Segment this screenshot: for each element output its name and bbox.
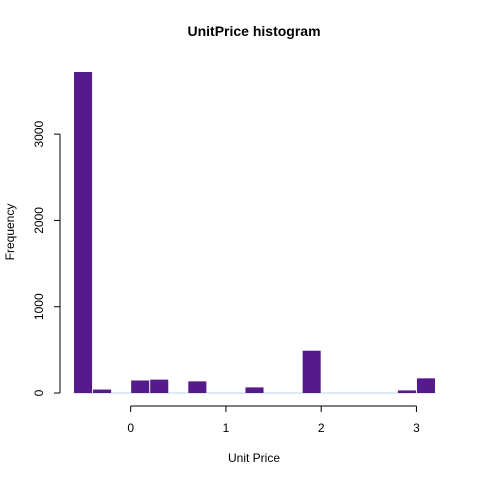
y-axis-label: Frequency xyxy=(3,204,17,261)
histogram-bar xyxy=(131,380,150,393)
histogram-bar xyxy=(397,390,416,393)
histogram-bar xyxy=(302,350,321,393)
y-tick-label: 0 xyxy=(32,389,46,396)
x-tick-label: 2 xyxy=(318,421,325,435)
x-axis-label: Unit Price xyxy=(228,451,280,465)
histogram-bar xyxy=(150,379,169,393)
x-tick-label: 0 xyxy=(127,421,134,435)
y-tick-label: 2000 xyxy=(32,207,46,234)
chart-title: UnitPrice histogram xyxy=(187,23,320,39)
y-axis: 0 1000 2000 3000 xyxy=(32,120,61,396)
y-tick-label: 3000 xyxy=(32,120,46,147)
histogram-bar xyxy=(188,381,207,393)
x-tick-label: 3 xyxy=(413,421,420,435)
histogram-bar xyxy=(93,389,112,393)
x-tick-label: 1 xyxy=(223,421,230,435)
histogram-bar xyxy=(416,378,435,393)
histogram-bar xyxy=(74,72,93,393)
x-axis: 0 1 2 3 xyxy=(127,405,420,435)
y-tick-label: 1000 xyxy=(32,293,46,320)
bars-group xyxy=(73,72,436,394)
histogram-bar xyxy=(245,387,264,393)
